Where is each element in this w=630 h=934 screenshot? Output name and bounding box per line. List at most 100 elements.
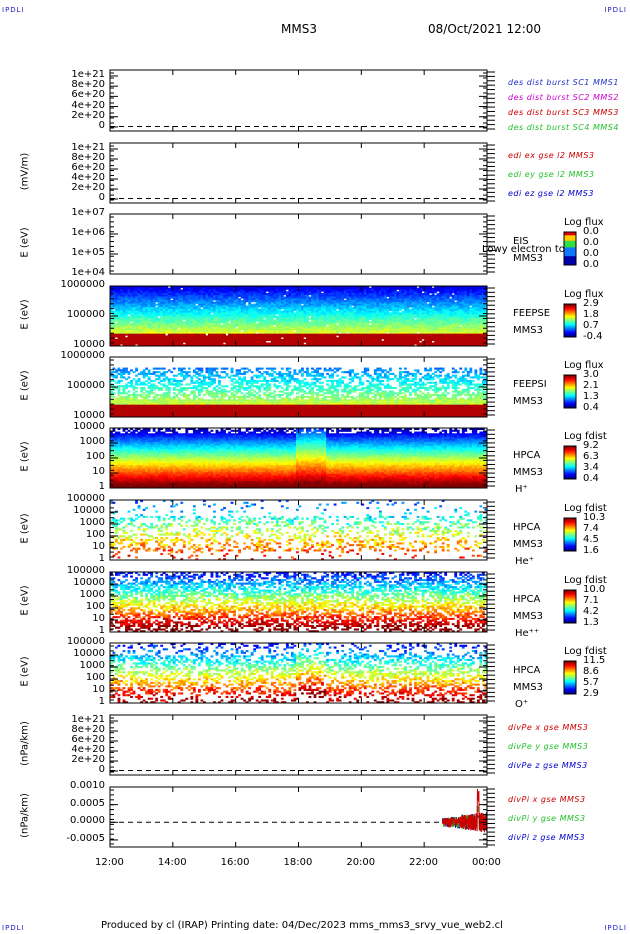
heatmap-cell	[195, 298, 199, 301]
heatmap-cell	[396, 287, 400, 290]
heatmap-cell	[411, 338, 415, 341]
heatmap-cell	[160, 296, 164, 299]
heatmap-cell	[351, 342, 355, 345]
heatmap-cell	[316, 300, 319, 303]
heatmap-cell	[202, 340, 206, 343]
heatmap-cell	[250, 305, 254, 308]
heatmap-cell	[233, 294, 236, 297]
heatmap-cell	[293, 305, 297, 308]
heatmap-cell	[248, 328, 252, 331]
heatmap-cell	[185, 298, 189, 301]
heatmap-cell	[431, 294, 435, 297]
heatmap-cell	[235, 314, 239, 317]
heatmap-cell	[446, 294, 450, 297]
heatmap-cell	[386, 305, 390, 308]
heatmap-cell	[115, 323, 118, 326]
heatmap-cell	[346, 298, 350, 301]
heatmap-cell	[157, 326, 161, 329]
heatmap-cell	[245, 289, 249, 292]
heatmap-cell	[112, 344, 116, 347]
heatmap-cell	[115, 301, 118, 304]
heatmap-cell	[348, 330, 352, 333]
heatmap-cell	[404, 326, 407, 329]
heatmap-cell	[419, 303, 422, 306]
heatmap-cell	[238, 291, 241, 294]
heatmap-cell	[260, 308, 264, 311]
heatmap-cell	[333, 308, 337, 311]
heatmap-cell	[306, 312, 309, 315]
heatmap-cell	[446, 328, 450, 331]
heatmap-cell	[125, 307, 128, 310]
heatmap-cell	[238, 328, 241, 331]
heatmap-cell	[155, 340, 159, 343]
heatmap-cell	[409, 321, 412, 324]
heatmap-cell	[316, 340, 319, 343]
heatmap-cell	[177, 324, 181, 327]
heatmap-cell	[157, 301, 161, 304]
heatmap-cell	[456, 335, 460, 338]
heatmap-cell	[238, 294, 241, 297]
heatmap-cell	[318, 312, 322, 315]
heatmap-cell	[456, 293, 460, 296]
heatmap-cell	[147, 298, 151, 301]
heatmap-cell	[331, 316, 334, 319]
heatmap-cell	[115, 330, 118, 333]
heatmap-cell	[406, 317, 410, 320]
heatmap-cell	[172, 300, 176, 303]
heatmap-cell	[165, 307, 169, 310]
heatmap-cell	[328, 342, 332, 345]
heatmap-cell	[333, 301, 337, 304]
heatmap-cell	[228, 291, 231, 294]
heatmap-cell	[434, 342, 438, 345]
heatmap-cell	[243, 344, 247, 347]
heatmap-cell	[391, 316, 395, 319]
heatmap-cell	[394, 335, 397, 338]
heatmap-cell	[383, 316, 387, 319]
heatmap-cell	[351, 321, 355, 324]
heatmap-cell	[248, 331, 252, 334]
heatmap-cell	[446, 310, 450, 313]
heatmap-cell	[311, 294, 314, 297]
heatmap-cell	[396, 298, 400, 301]
heatmap-cell	[135, 342, 138, 345]
heatmap-cell	[157, 330, 161, 333]
heatmap-cell	[213, 287, 216, 290]
heatmap-cell	[253, 321, 257, 324]
heatmap-cell	[431, 316, 435, 319]
heatmap-cell	[293, 314, 297, 317]
heatmap-cell	[436, 338, 440, 341]
heatmap-cell	[308, 342, 312, 345]
heatmap-cell	[371, 307, 375, 310]
heatmap-cell	[343, 293, 347, 296]
heatmap-cell	[316, 289, 319, 292]
heatmap-cell	[343, 317, 347, 320]
heatmap-cell	[399, 294, 402, 297]
heatmap-cell	[383, 338, 387, 341]
heatmap-cell	[215, 323, 219, 326]
heatmap-cell	[295, 286, 299, 289]
heatmap-cell	[248, 316, 252, 319]
heatmap-cell	[283, 310, 287, 313]
heatmap-cell	[245, 333, 249, 336]
heatmap-cell	[145, 333, 148, 336]
heatmap-cell	[376, 307, 380, 310]
heatmap-cell	[295, 323, 299, 326]
heatmap-cell	[270, 324, 274, 327]
heatmap-cell	[313, 291, 317, 294]
heatmap-cell	[115, 307, 118, 310]
heatmap-cell	[446, 317, 450, 320]
heatmap-cell	[338, 303, 342, 306]
heatmap-cell	[313, 286, 317, 289]
heatmap-cell	[388, 342, 392, 345]
heatmap-cell	[303, 331, 307, 334]
heatmap-cell	[311, 335, 314, 338]
heatmap-cell	[409, 298, 412, 301]
heatmap-cell	[270, 296, 274, 299]
heatmap-cell	[110, 330, 113, 333]
heatmap-cell	[378, 294, 382, 297]
heatmap-cell	[182, 305, 186, 308]
heatmap-cell	[381, 330, 385, 333]
heatmap-cell	[466, 324, 470, 327]
heatmap-cell	[419, 308, 422, 311]
heatmap-cell	[459, 301, 463, 304]
